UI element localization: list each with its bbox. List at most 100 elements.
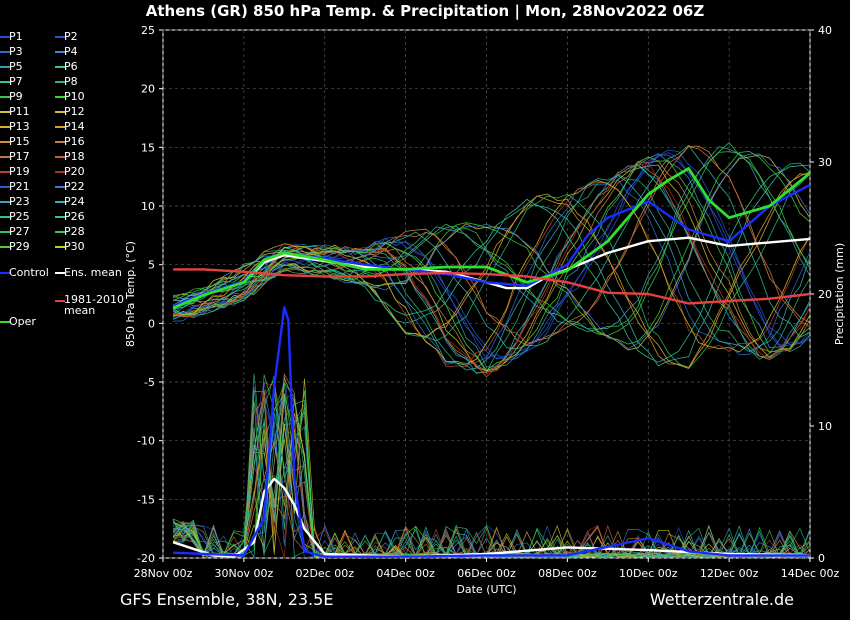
legend-label: P20 (64, 165, 85, 178)
chart-legend: P1 P2 P3 P4 P5 P6 P7 P8 P9 P10 P11 P12 P13 P14 P15 P16 P… (0, 30, 130, 328)
legend-swatch (0, 141, 10, 143)
legend-swatch (55, 141, 65, 143)
member-temp-line (173, 179, 811, 366)
legend-label: P4 (64, 45, 78, 58)
y-axis-label-temp: 850 hPa Temp. (°C) (124, 241, 137, 347)
legend-label: P9 (9, 90, 23, 103)
legend-swatch (0, 66, 10, 68)
legend-swatch (0, 111, 10, 113)
legend-swatch (55, 126, 65, 128)
member-temp-line (172, 156, 811, 371)
legend-label: P19 (9, 165, 30, 178)
legend-swatch (0, 156, 10, 158)
x-tick-label: 06Dec 00z (457, 567, 516, 580)
legend-label: Ens. mean (64, 265, 122, 279)
series-line-control (172, 183, 811, 307)
y-tick-label-precip: 40 (818, 24, 832, 37)
legend-label: P10 (64, 90, 85, 103)
legend-swatch (0, 96, 10, 98)
legend-label: P14 (64, 120, 85, 133)
legend-label: P8 (64, 75, 78, 88)
y-tick-label-precip: 0 (818, 552, 825, 565)
member-temp-line (173, 154, 811, 351)
legend-label: P28 (64, 225, 85, 238)
legend-swatch (0, 36, 10, 38)
legend-label: P2 (64, 30, 78, 43)
y-tick-label-temp: 10 (141, 200, 155, 213)
legend-label: P13 (9, 120, 30, 133)
legend-label: P11 (9, 105, 30, 118)
legend-swatch (55, 111, 65, 113)
member-temp-line (173, 144, 811, 350)
legend-swatch (0, 246, 10, 248)
legend-label: P18 (64, 150, 85, 163)
x-tick-label: 04Dec 00z (376, 567, 435, 580)
legend-swatch (55, 66, 65, 68)
legend-label: Oper (9, 315, 36, 328)
legend-swatch (55, 246, 65, 248)
x-tick-label: 12Dec 00z (700, 567, 759, 580)
y-tick-label-temp: 5 (148, 259, 155, 272)
y-tick-label-temp: -20 (137, 552, 155, 565)
y-tick-label-temp: 15 (141, 141, 155, 154)
legend-swatch (55, 186, 65, 188)
legend-swatch (0, 271, 10, 274)
legend-label: P7 (9, 75, 23, 88)
legend-label: P23 (9, 195, 30, 208)
y-tick-label-temp: 20 (141, 83, 155, 96)
legend-label: P15 (9, 135, 30, 148)
legend-swatch (55, 201, 65, 203)
legend-label: P29 (9, 240, 30, 253)
footer-source: Wetterzentrale.de (649, 590, 794, 609)
legend-swatch (0, 186, 10, 188)
legend-label: P5 (9, 60, 23, 73)
legend-swatch (55, 171, 65, 173)
legend-swatch (0, 201, 10, 203)
series-line-control-precip (173, 306, 810, 558)
legend-label: P3 (9, 45, 23, 58)
legend-swatch (0, 81, 10, 83)
legend-swatch (0, 171, 10, 173)
member-precip-line (172, 383, 811, 559)
legend-label: Control (9, 265, 49, 279)
member-temp-line (173, 181, 811, 368)
member-precip-line (172, 421, 811, 559)
member-temp-line (172, 145, 811, 346)
series-line-ens-mean-precip (172, 477, 811, 558)
x-axis-label: Date (UTC) (456, 583, 516, 596)
member-temp-line (172, 149, 811, 360)
member-temp-line (173, 151, 811, 336)
legend-swatch (0, 231, 10, 233)
legend-label: P30 (64, 240, 85, 253)
x-tick-label: 30Nov 00z (215, 567, 274, 580)
member-temp-line (172, 152, 811, 361)
legend-label: P25 (9, 210, 30, 223)
legend-swatch (55, 231, 65, 233)
legend-label: P12 (64, 105, 85, 118)
x-tick-label: 28Nov 00z (134, 567, 193, 580)
y-tick-label-temp: -5 (144, 376, 155, 389)
member-temp-line (173, 179, 811, 365)
legend-swatch (0, 51, 10, 53)
legend-swatch (55, 96, 65, 98)
legend-swatch (0, 321, 10, 323)
legend-swatch (55, 300, 65, 302)
legend-label: P16 (64, 135, 85, 148)
legend-label: 1981-2010 mean (64, 293, 124, 317)
y-tick-label-temp: -10 (137, 435, 155, 448)
legend-label: P1 (9, 30, 23, 43)
legend-label: P22 (64, 180, 85, 193)
legend-swatch (55, 81, 65, 83)
legend-swatch (55, 271, 65, 274)
legend-label: P27 (9, 225, 30, 238)
x-tick-label: 08Dec 00z (538, 567, 597, 580)
x-tick-label: 02Dec 00z (295, 567, 354, 580)
chart-title: Athens (GR) 850 hPa Temp. & Precipitatio… (145, 2, 705, 20)
legend-label: P26 (64, 210, 85, 223)
legend-label: P17 (9, 150, 30, 163)
x-tick-label: 14Dec 00z (781, 567, 840, 580)
legend-swatch (55, 51, 65, 53)
member-temp-line (172, 150, 811, 345)
member-temp-line (172, 173, 811, 369)
